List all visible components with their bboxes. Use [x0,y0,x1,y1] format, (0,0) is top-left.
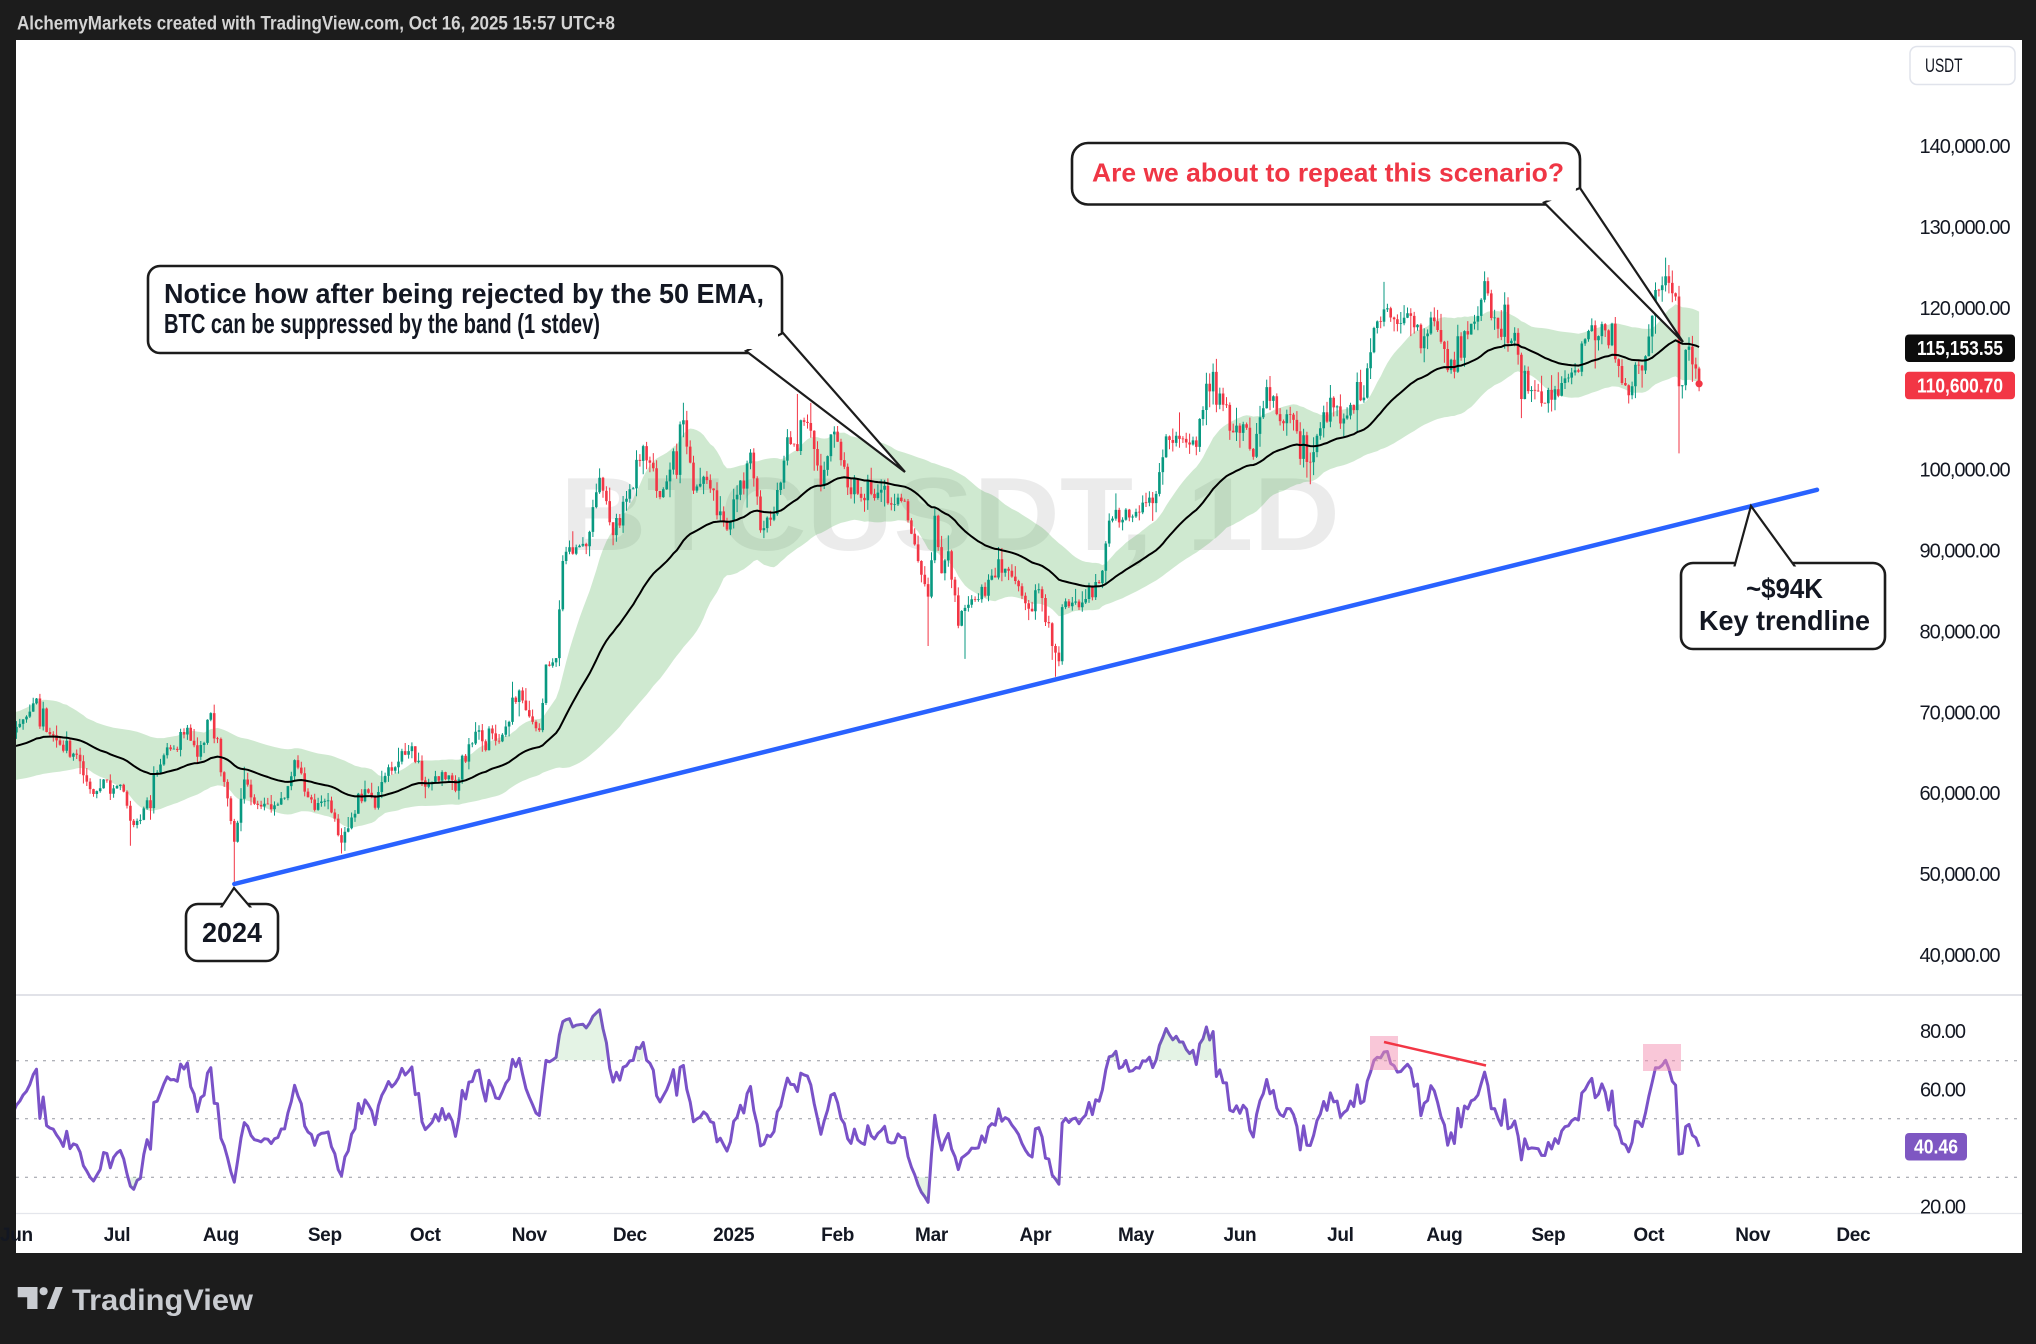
svg-text:AlchemyMarkets created with Tr: AlchemyMarkets created with TradingView.… [17,13,615,35]
svg-text:100,000.00: 100,000.00 [1920,460,2011,482]
svg-text:60.00: 60.00 [1920,1080,1966,1102]
svg-text:120,000.00: 120,000.00 [1920,298,2011,320]
svg-text:40.46: 40.46 [1914,1137,1958,1159]
svg-text:Aug: Aug [1426,1225,1462,1246]
svg-text:Sep: Sep [1531,1225,1565,1246]
svg-text:70,000.00: 70,000.00 [1920,702,2001,724]
svg-text:~$94K: ~$94K [1746,573,1823,604]
svg-text:110,600.70: 110,600.70 [1917,375,2003,397]
svg-text:Dec: Dec [1836,1225,1871,1246]
svg-text:90,000.00: 90,000.00 [1920,541,2001,563]
svg-text:115,153.55: 115,153.55 [1917,338,2003,360]
svg-text:40,000.00: 40,000.00 [1920,945,2001,967]
svg-text:Apr: Apr [1019,1225,1052,1246]
svg-text:BTC can be suppressed by the b: BTC can be suppressed by the band (1 std… [164,308,600,339]
svg-text:Jun: Jun [1223,1225,1256,1246]
svg-text:Jul: Jul [104,1225,131,1246]
svg-text:Key trendline: Key trendline [1699,605,1870,636]
svg-text:Oct: Oct [410,1225,442,1246]
svg-text:Mar: Mar [915,1225,949,1246]
svg-text:Jun: Jun [0,1225,33,1246]
svg-text:Oct: Oct [1633,1225,1665,1246]
svg-text:USDT: USDT [1925,56,1963,77]
svg-text:Jul: Jul [1327,1225,1354,1246]
svg-text:60,000.00: 60,000.00 [1920,783,2001,805]
svg-text:Dec: Dec [613,1225,648,1246]
svg-text:Sep: Sep [308,1225,342,1246]
svg-text:TradingView: TradingView [72,1284,254,1317]
svg-text:80,000.00: 80,000.00 [1920,621,2001,643]
svg-text:Notice how after being rejecte: Notice how after being rejected by the 5… [164,278,764,309]
svg-text:May: May [1118,1225,1155,1246]
svg-text:50,000.00: 50,000.00 [1920,864,2001,886]
svg-text:Nov: Nov [1735,1225,1771,1246]
svg-text:Nov: Nov [512,1225,548,1246]
svg-text:2025: 2025 [713,1225,755,1246]
svg-text:20.00: 20.00 [1920,1197,1966,1219]
svg-text:80.00: 80.00 [1920,1021,1966,1043]
svg-text:140,000.00: 140,000.00 [1920,136,2011,158]
svg-text:Feb: Feb [821,1225,854,1246]
svg-text:Aug: Aug [203,1225,239,1246]
svg-text:2024: 2024 [202,917,262,948]
svg-text:130,000.00: 130,000.00 [1920,217,2011,239]
svg-text:Are we about to repeat this sc: Are we about to repeat this scenario? [1092,158,1564,188]
